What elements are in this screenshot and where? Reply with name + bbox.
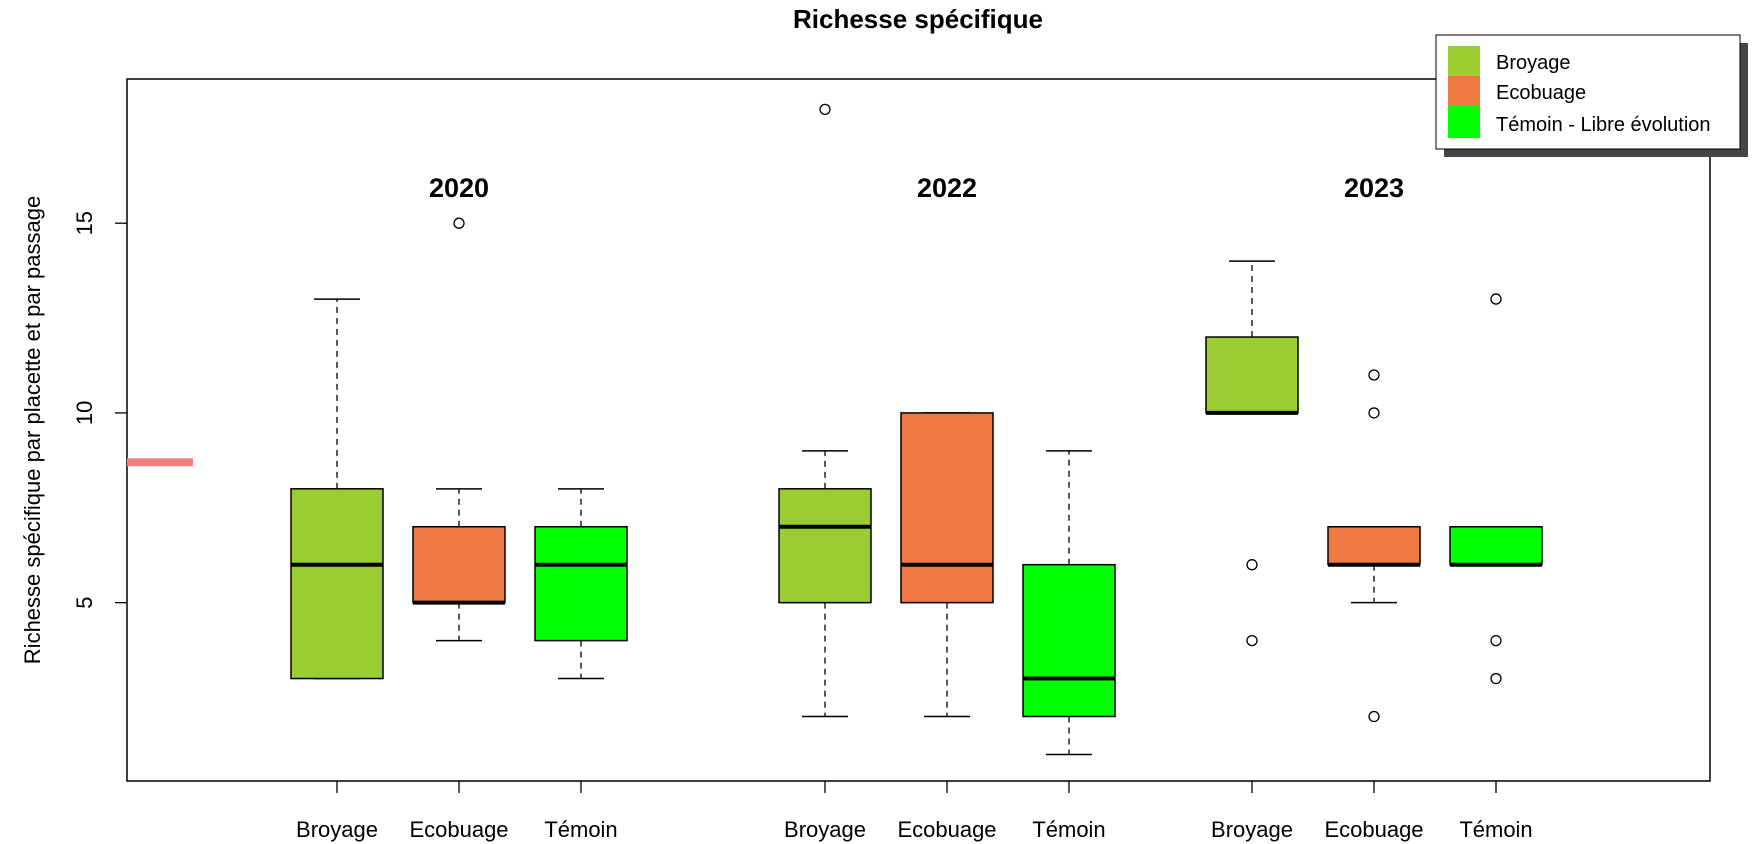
x-tick-label: Témoin [1459, 817, 1532, 842]
y-tick-label-15: 15 [72, 211, 97, 235]
legend-box [1435, 34, 1741, 150]
box-rect [534, 526, 628, 642]
legend-label-broyage: Broyage [1496, 52, 1571, 74]
box-2020-témoin [534, 488, 628, 680]
y-axis-label: Richesse spécifique par placette et par … [20, 196, 45, 664]
outlier-point [1368, 407, 1380, 419]
y-tick-label-5: 5 [72, 597, 97, 609]
outlier-point [453, 217, 465, 229]
outlier-point [1490, 672, 1502, 685]
outlier-point [1246, 559, 1258, 571]
outlier-point [1368, 710, 1380, 723]
box-2023-broyage [1205, 260, 1299, 647]
plot-frame [126, 78, 1711, 782]
box-rect [412, 526, 506, 604]
chart-title: Richesse spécifique [793, 4, 1043, 34]
box-2022-broyage [778, 103, 872, 718]
box-2022-ecobuage [900, 412, 994, 718]
legend-label-temoin: Témoin - Libre évolution [1496, 114, 1711, 136]
box-rect [778, 488, 872, 604]
box-2023-témoin [1449, 293, 1543, 685]
outlier-point [819, 103, 831, 116]
boxes [290, 103, 1543, 756]
x-tick-label: Témoin [1032, 817, 1105, 842]
year-label-2022: 2022 [917, 173, 977, 203]
outlier-point [1490, 634, 1502, 647]
box-2023-ecobuage [1327, 369, 1421, 723]
year-label-2023: 2023 [1344, 173, 1404, 203]
year-label-2020: 2020 [429, 173, 489, 203]
box-rect [1449, 526, 1543, 566]
box-2020-broyage [290, 298, 384, 680]
outlier-point [1490, 293, 1502, 305]
legend-swatch-ecobuage [1448, 76, 1480, 106]
x-tick-label: Broyage [1211, 817, 1293, 842]
legend-label-ecobuage: Ecobuage [1496, 82, 1586, 104]
x-tick-label: Broyage [296, 817, 378, 842]
y-axis: 5 10 15 [72, 211, 127, 609]
box-rect [290, 488, 384, 680]
x-axis: Broyage Ecobuage Témoin Broyage Ecobuage Témo… [296, 781, 1533, 842]
box-2020-ecobuage [412, 217, 506, 642]
x-tick-label: Témoin [544, 817, 617, 842]
x-tick-label: Ecobuage [409, 817, 508, 842]
x-tick-label: Broyage [784, 817, 866, 842]
box-rect [1205, 336, 1299, 414]
x-tick-label: Ecobuage [897, 817, 996, 842]
legend-swatch-temoin [1448, 106, 1480, 138]
legend: Broyage Ecobuage Témoin - Libre évolutio… [1435, 34, 1748, 157]
box-rect [900, 412, 994, 604]
box-rect [1327, 526, 1421, 566]
box-rect [1022, 563, 1116, 718]
outlier-point [1246, 634, 1258, 647]
legend-swatch-broyage [1448, 46, 1480, 76]
box-2022-témoin [1022, 450, 1116, 756]
year-labels: 2020 2022 2023 [429, 173, 1404, 203]
x-tick-label: Ecobuage [1324, 817, 1423, 842]
outlier-point [1368, 369, 1380, 381]
y-tick-label-10: 10 [72, 401, 97, 425]
